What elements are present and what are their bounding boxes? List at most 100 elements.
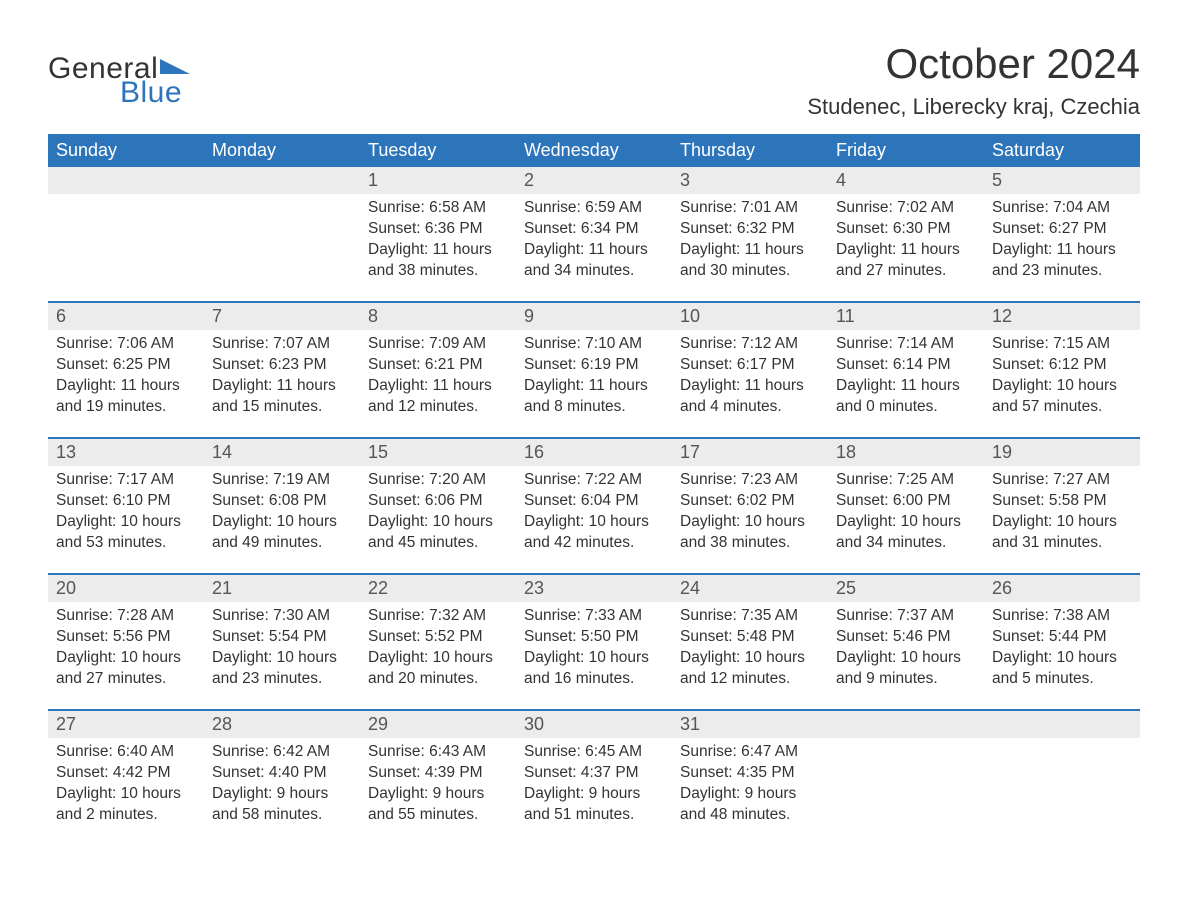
sunset-text: Sunset: 5:50 PM — [524, 627, 664, 648]
day-number-wrap: 21 — [204, 575, 360, 602]
day-number-wrap: 30 — [516, 711, 672, 738]
day-number: 4 — [836, 170, 846, 190]
day-cell: 18Sunrise: 7:25 AMSunset: 6:00 PMDayligh… — [828, 439, 984, 559]
day-cell: 24Sunrise: 7:35 AMSunset: 5:48 PMDayligh… — [672, 575, 828, 695]
day-cell: 9Sunrise: 7:10 AMSunset: 6:19 PMDaylight… — [516, 303, 672, 423]
weekday-header: Monday — [204, 134, 360, 167]
sunset-text: Sunset: 4:40 PM — [212, 763, 352, 784]
sunrise-text: Sunrise: 7:17 AM — [56, 470, 196, 491]
sunrise-text: Sunrise: 7:25 AM — [836, 470, 976, 491]
sunset-text: Sunset: 6:32 PM — [680, 219, 820, 240]
day-number-wrap: 19 — [984, 439, 1140, 466]
day-cell: 29Sunrise: 6:43 AMSunset: 4:39 PMDayligh… — [360, 711, 516, 831]
daylight-text: and 45 minutes. — [368, 533, 508, 554]
header: General Blue October 2024 Studenec, Libe… — [48, 40, 1140, 120]
daylight-text: Daylight: 11 hours — [212, 376, 352, 397]
daylight-text: Daylight: 10 hours — [836, 648, 976, 669]
daylight-text: and 16 minutes. — [524, 669, 664, 690]
sunset-text: Sunset: 6:04 PM — [524, 491, 664, 512]
sunrise-text: Sunrise: 7:15 AM — [992, 334, 1132, 355]
day-details: Sunrise: 7:01 AMSunset: 6:32 PMDaylight:… — [672, 194, 828, 284]
sunset-text: Sunset: 6:08 PM — [212, 491, 352, 512]
daylight-text: and 20 minutes. — [368, 669, 508, 690]
day-cell: 16Sunrise: 7:22 AMSunset: 6:04 PMDayligh… — [516, 439, 672, 559]
day-cell: 27Sunrise: 6:40 AMSunset: 4:42 PMDayligh… — [48, 711, 204, 831]
day-cell: 11Sunrise: 7:14 AMSunset: 6:14 PMDayligh… — [828, 303, 984, 423]
daylight-text: Daylight: 11 hours — [836, 240, 976, 261]
day-details: Sunrise: 7:35 AMSunset: 5:48 PMDaylight:… — [672, 602, 828, 692]
weekday-header: Tuesday — [360, 134, 516, 167]
daylight-text: and 8 minutes. — [524, 397, 664, 418]
day-number-wrap: 14 — [204, 439, 360, 466]
daylight-text: Daylight: 10 hours — [212, 512, 352, 533]
day-cell: 7Sunrise: 7:07 AMSunset: 6:23 PMDaylight… — [204, 303, 360, 423]
weekday-header: Sunday — [48, 134, 204, 167]
sunrise-text: Sunrise: 7:10 AM — [524, 334, 664, 355]
daylight-text: and 0 minutes. — [836, 397, 976, 418]
day-number: 17 — [680, 442, 700, 462]
sunrise-text: Sunrise: 6:43 AM — [368, 742, 508, 763]
day-number-empty — [48, 167, 204, 194]
sunset-text: Sunset: 6:34 PM — [524, 219, 664, 240]
week-row: 13Sunrise: 7:17 AMSunset: 6:10 PMDayligh… — [48, 437, 1140, 559]
day-cell: 2Sunrise: 6:59 AMSunset: 6:34 PMDaylight… — [516, 167, 672, 287]
daylight-text: and 12 minutes. — [680, 669, 820, 690]
day-number: 21 — [212, 578, 232, 598]
day-number-wrap: 6 — [48, 303, 204, 330]
daylight-text: Daylight: 10 hours — [992, 648, 1132, 669]
day-details: Sunrise: 7:12 AMSunset: 6:17 PMDaylight:… — [672, 330, 828, 420]
daylight-text: and 57 minutes. — [992, 397, 1132, 418]
day-cell: 8Sunrise: 7:09 AMSunset: 6:21 PMDaylight… — [360, 303, 516, 423]
day-details: Sunrise: 6:43 AMSunset: 4:39 PMDaylight:… — [360, 738, 516, 828]
daylight-text: Daylight: 11 hours — [836, 376, 976, 397]
day-details: Sunrise: 7:37 AMSunset: 5:46 PMDaylight:… — [828, 602, 984, 692]
daylight-text: and 30 minutes. — [680, 261, 820, 282]
day-number: 22 — [368, 578, 388, 598]
day-details: Sunrise: 7:38 AMSunset: 5:44 PMDaylight:… — [984, 602, 1140, 692]
daylight-text: and 27 minutes. — [836, 261, 976, 282]
daylight-text: and 15 minutes. — [212, 397, 352, 418]
day-number-wrap: 8 — [360, 303, 516, 330]
page-title: October 2024 — [807, 40, 1140, 88]
sunset-text: Sunset: 5:54 PM — [212, 627, 352, 648]
day-details: Sunrise: 6:47 AMSunset: 4:35 PMDaylight:… — [672, 738, 828, 828]
daylight-text: Daylight: 11 hours — [56, 376, 196, 397]
daylight-text: Daylight: 10 hours — [680, 512, 820, 533]
day-number: 14 — [212, 442, 232, 462]
daylight-text: Daylight: 10 hours — [212, 648, 352, 669]
day-number: 5 — [992, 170, 1002, 190]
sunrise-text: Sunrise: 6:59 AM — [524, 198, 664, 219]
day-number-wrap: 20 — [48, 575, 204, 602]
week-row: 6Sunrise: 7:06 AMSunset: 6:25 PMDaylight… — [48, 301, 1140, 423]
daylight-text: Daylight: 10 hours — [524, 512, 664, 533]
sunrise-text: Sunrise: 7:38 AM — [992, 606, 1132, 627]
day-cell: 15Sunrise: 7:20 AMSunset: 6:06 PMDayligh… — [360, 439, 516, 559]
sunrise-text: Sunrise: 6:58 AM — [368, 198, 508, 219]
weekday-header-row: SundayMondayTuesdayWednesdayThursdayFrid… — [48, 134, 1140, 167]
day-number: 6 — [56, 306, 66, 326]
sunrise-text: Sunrise: 7:22 AM — [524, 470, 664, 491]
day-number-wrap: 10 — [672, 303, 828, 330]
sunrise-text: Sunrise: 7:19 AM — [212, 470, 352, 491]
daylight-text: Daylight: 11 hours — [368, 376, 508, 397]
sunset-text: Sunset: 6:30 PM — [836, 219, 976, 240]
day-cell: 30Sunrise: 6:45 AMSunset: 4:37 PMDayligh… — [516, 711, 672, 831]
day-details: Sunrise: 7:04 AMSunset: 6:27 PMDaylight:… — [984, 194, 1140, 284]
day-number: 18 — [836, 442, 856, 462]
day-number: 26 — [992, 578, 1012, 598]
sunrise-text: Sunrise: 7:02 AM — [836, 198, 976, 219]
daylight-text: Daylight: 9 hours — [680, 784, 820, 805]
day-cell — [828, 711, 984, 831]
day-cell: 13Sunrise: 7:17 AMSunset: 6:10 PMDayligh… — [48, 439, 204, 559]
daylight-text: and 2 minutes. — [56, 805, 196, 826]
daylight-text: Daylight: 10 hours — [368, 512, 508, 533]
sunrise-text: Sunrise: 6:47 AM — [680, 742, 820, 763]
day-number-wrap: 17 — [672, 439, 828, 466]
title-block: October 2024 Studenec, Liberecky kraj, C… — [807, 40, 1140, 120]
day-cell: 5 Sunrise: 7:04 AMSunset: 6:27 PMDaylight… — [984, 167, 1140, 287]
day-number-wrap: 23 — [516, 575, 672, 602]
daylight-text: Daylight: 9 hours — [212, 784, 352, 805]
day-number-wrap: 15 — [360, 439, 516, 466]
sunset-text: Sunset: 5:58 PM — [992, 491, 1132, 512]
sunset-text: Sunset: 6:36 PM — [368, 219, 508, 240]
